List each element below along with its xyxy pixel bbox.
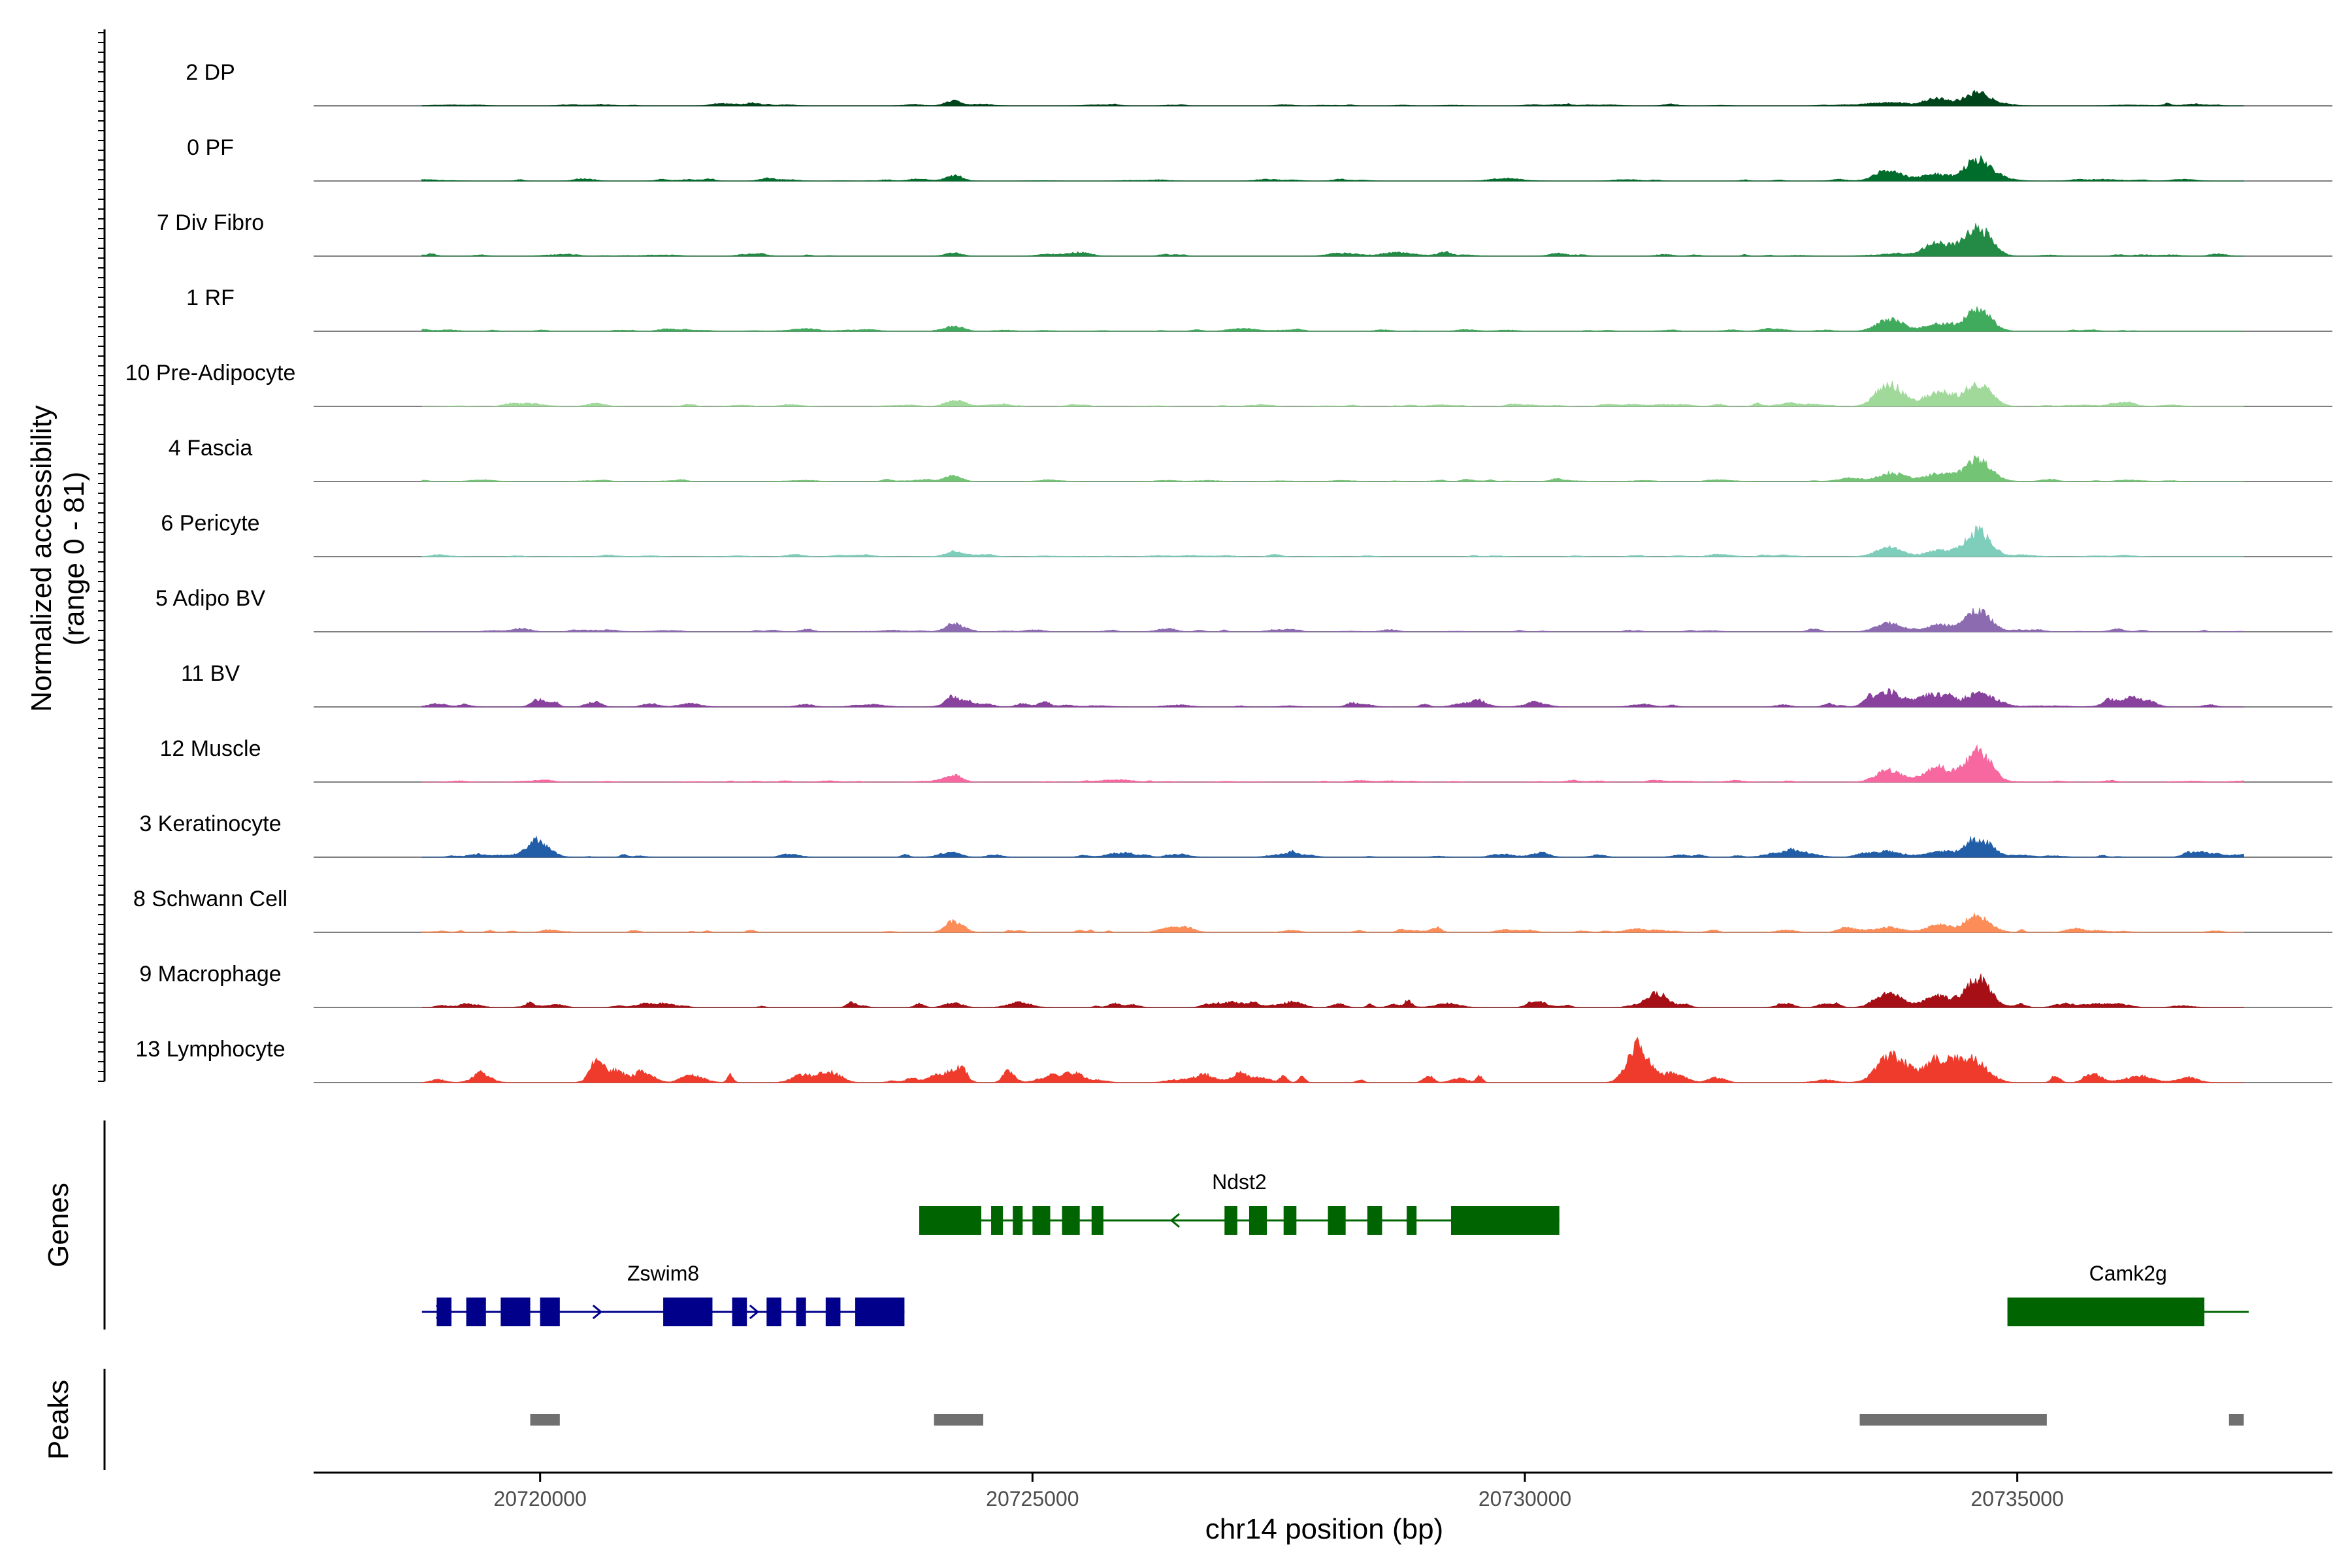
gene-exon [1249, 1206, 1267, 1235]
gene-exon [1091, 1206, 1103, 1235]
coverage-area [421, 90, 2244, 106]
x-axis-title: chr14 position (bp) [1205, 1513, 1443, 1545]
y-axis-title-line2: (range 0 - 81) [58, 472, 90, 646]
coverage-area [421, 688, 2244, 708]
track-label: 0 PF [187, 135, 234, 160]
coverage-area [421, 973, 2244, 1008]
track-7-div-fibro: 7 Div Fibro [157, 210, 2332, 257]
gene-exon [991, 1206, 1004, 1235]
strand-arrow [1169, 1213, 1180, 1228]
gene-exon [1367, 1206, 1382, 1235]
peak-region [1859, 1414, 2047, 1426]
gene-camk2g: Camk2g [2007, 1262, 2249, 1326]
track-1-rf: 1 RF [186, 286, 2332, 332]
track-label: 1 RF [186, 286, 235, 310]
peaks-axis-title: Peaks [42, 1380, 74, 1460]
tracks-axis-ticks [98, 32, 105, 1082]
gene-exon [540, 1298, 560, 1326]
gene-exon [663, 1298, 713, 1326]
coverage-tracks: 2 DP 0 PF 7 Div Fibro 1 RF 10 Pre-Adipocyte 4… [125, 60, 2332, 1083]
coverage-area [421, 744, 2244, 783]
track-label: 5 Adipo BV [155, 586, 266, 611]
coverage-area [421, 381, 2244, 407]
gene-exon [1032, 1206, 1051, 1235]
gene-exon [500, 1298, 531, 1326]
track-label: 6 Pericyte [161, 511, 259, 536]
track-0-pf: 0 PF [187, 135, 2332, 182]
x-tick-label: 20725000 [986, 1487, 1079, 1511]
gene-annotation-track: Ndst2 Zswim8 Camk2g [421, 1170, 2249, 1326]
gene-label: Ndst2 [1212, 1170, 1267, 1194]
gene-exon [436, 1298, 452, 1326]
gene-exon [1062, 1206, 1080, 1235]
track-2-dp: 2 DP [186, 60, 2332, 106]
gene-zswim8: Zswim8 [421, 1262, 905, 1326]
track-label: 4 Fascia [169, 436, 253, 461]
coverage-area [421, 223, 2244, 257]
track-label: 3 Keratinocyte [139, 811, 281, 836]
peak-region [934, 1414, 983, 1426]
track-3-keratinocyte: 3 Keratinocyte [139, 811, 2332, 858]
coverage-area [421, 608, 2244, 632]
track-label: 11 BV [181, 661, 240, 686]
coverage-area [421, 525, 2244, 557]
track-label: 10 Pre-Adipocyte [125, 361, 296, 385]
gene-exon [1407, 1206, 1417, 1235]
peak-region [2229, 1414, 2244, 1426]
track-10-pre-adipocyte: 10 Pre-Adipocyte [125, 361, 2332, 407]
track-label: 8 Schwann Cell [133, 887, 287, 911]
coverage-area [421, 912, 2244, 933]
strand-arrow [592, 1304, 603, 1320]
track-5-adipo-bv: 5 Adipo BV [155, 586, 2332, 632]
coverage-area [421, 306, 2244, 332]
coverage-area [421, 455, 2244, 482]
strand-arrow [749, 1304, 760, 1320]
gene-exon [1328, 1206, 1346, 1235]
gene-label: Zswim8 [627, 1262, 699, 1285]
genes-axis-title: Genes [42, 1183, 74, 1267]
x-axis-ticks: 20720000 20725000 20730000 20735000 [493, 1473, 2064, 1511]
gene-exon [855, 1298, 905, 1326]
gene-exon [1283, 1206, 1297, 1235]
track-12-muscle: 12 Muscle [160, 736, 2332, 783]
track-6-pericyte: 6 Pericyte [161, 511, 2332, 557]
peak-track [530, 1414, 2244, 1426]
y-axis-title-line1: Normalized accessibility [25, 405, 57, 711]
coverage-area [421, 836, 2244, 858]
gene-exon [732, 1298, 747, 1326]
gene-exon [766, 1298, 781, 1326]
x-tick-label: 20735000 [1970, 1487, 2063, 1511]
track-label: 12 Muscle [160, 736, 261, 761]
x-tick-label: 20730000 [1478, 1487, 1571, 1511]
peak-region [530, 1414, 560, 1426]
gene-exon [919, 1206, 981, 1235]
track-label: 9 Macrophage [139, 962, 281, 987]
gene-exon [1450, 1206, 1560, 1235]
gene-label: Camk2g [2089, 1262, 2167, 1285]
track-9-macrophage: 9 Macrophage [139, 962, 2332, 1008]
gene-ndst2: Ndst2 [919, 1170, 1560, 1235]
coverage-area [421, 1036, 2244, 1083]
x-tick-label: 20720000 [493, 1487, 586, 1511]
gene-exon [825, 1298, 841, 1326]
gene-exon [1224, 1206, 1237, 1235]
gene-exon [466, 1298, 486, 1326]
coverage-area [421, 154, 2244, 182]
track-8-schwann-cell: 8 Schwann Cell [133, 887, 2332, 933]
gene-exon [796, 1298, 806, 1326]
gene-exon [1013, 1206, 1023, 1235]
track-4-fascia: 4 Fascia [169, 436, 2332, 482]
track-label: 7 Div Fibro [157, 210, 264, 235]
track-11-bv: 11 BV [181, 661, 2332, 708]
track-13-lymphocyte: 13 Lymphocyte [135, 1036, 2332, 1083]
track-label: 2 DP [186, 60, 235, 85]
track-label: 13 Lymphocyte [135, 1037, 285, 1062]
gene-exon [2007, 1298, 2205, 1326]
